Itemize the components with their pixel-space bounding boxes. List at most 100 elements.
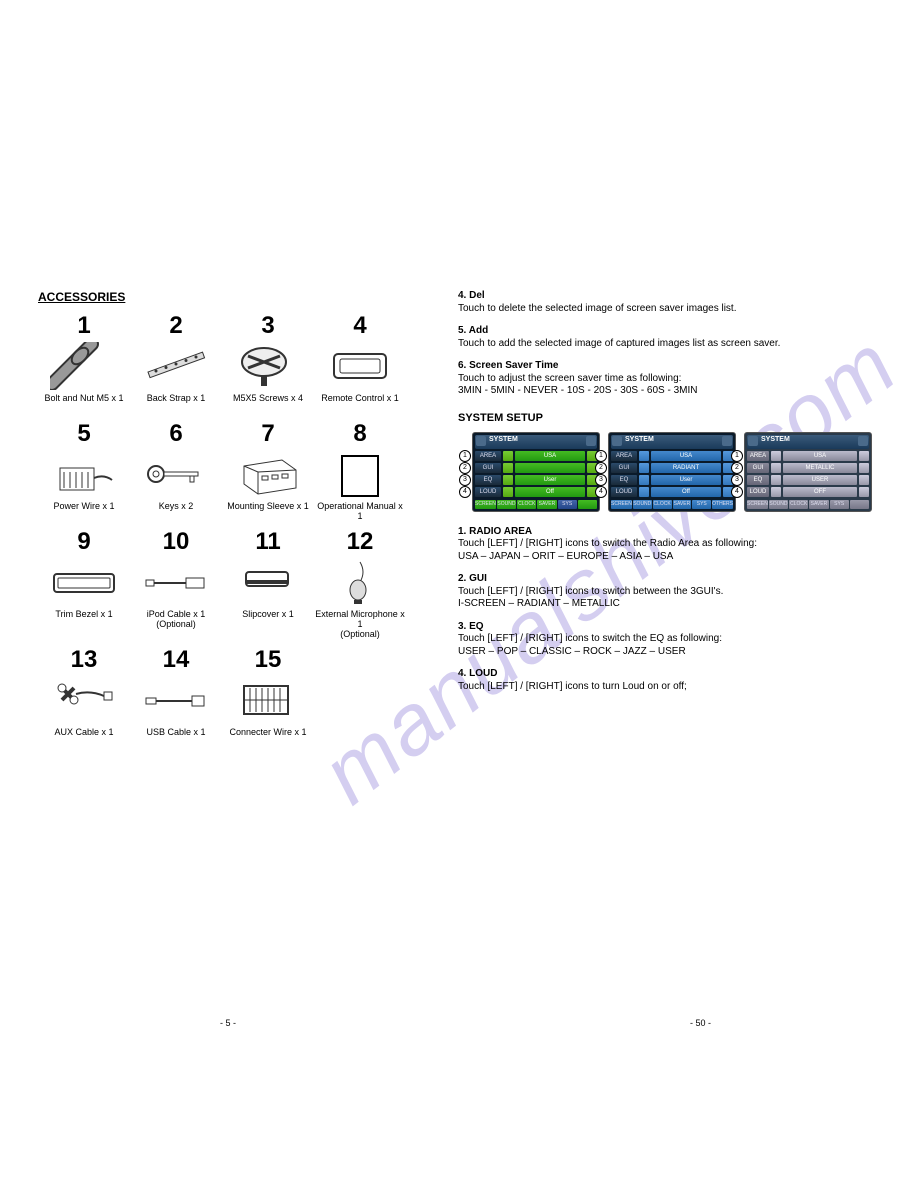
callout-2: 2 — [459, 462, 471, 474]
back-icon[interactable] — [476, 436, 486, 446]
left-arrow-button[interactable] — [639, 463, 649, 473]
accessory-bezel-icon — [48, 558, 120, 606]
left-arrow-button[interactable] — [639, 451, 649, 461]
row-label: AREA — [747, 451, 769, 461]
accessory-label: Back Strap x 1 — [130, 394, 222, 414]
setting-block: 4. DelTouch to delete the selected image… — [458, 290, 878, 315]
setting-title: 5. Add — [458, 325, 488, 336]
footer-tab[interactable]: SOUND — [633, 500, 652, 509]
setting-title: 6. Screen Saver Time — [458, 360, 558, 371]
setting-title: 4. LOUD — [458, 668, 497, 679]
back-icon[interactable] — [612, 436, 622, 446]
footer-tab[interactable]: CLOCK — [789, 500, 808, 509]
footer-tab[interactable]: SAVER — [537, 500, 556, 509]
accessory-item-15: 15 Connecter Wire x 1 — [222, 646, 314, 748]
accessory-key-icon — [140, 450, 212, 498]
left-arrow-button[interactable] — [503, 487, 513, 497]
speaker-icon[interactable] — [858, 436, 868, 446]
footer-tab[interactable]: OTHERS — [712, 500, 733, 509]
screen-row: AREA USA — [747, 451, 869, 462]
accessory-manual-icon — [324, 450, 396, 498]
left-arrow-button[interactable] — [771, 487, 781, 497]
speaker-icon[interactable] — [722, 436, 732, 446]
screen-footer: SCREENSOUNDCLOCKSAVERSYSOTHERS — [611, 500, 733, 509]
accessory-label: Power Wire x 1 — [38, 502, 130, 522]
accessory-item-6: 6 Keys x 2 — [130, 420, 222, 522]
callout-4: 4 — [595, 486, 607, 498]
system-screen-2: SYSTEM AREA USA GUI RADIANT EQ User LOUD… — [608, 432, 736, 512]
accessory-number: 8 — [314, 420, 406, 448]
accessory-number: 12 — [314, 528, 406, 556]
left-arrow-button[interactable] — [503, 451, 513, 461]
footer-tab[interactable]: SOUND — [769, 500, 788, 509]
accessory-item-11: 11 Slipcover x 1 — [222, 528, 314, 640]
accessory-number: 7 — [222, 420, 314, 448]
screen-row: EQ User — [475, 475, 597, 486]
left-arrow-button[interactable] — [771, 463, 781, 473]
footer-tab[interactable]: SCREEN — [747, 500, 768, 509]
accessory-item-14: 14 USB Cable x 1 — [130, 646, 222, 748]
right-arrow-button[interactable] — [859, 475, 869, 485]
row-label: LOUD — [475, 487, 501, 497]
screen-row: LOUD Off — [475, 487, 597, 498]
accessory-label: Slipcover x 1 — [222, 610, 314, 630]
footer-tab[interactable]: CLOCK — [653, 500, 672, 509]
footer-tab[interactable] — [850, 500, 869, 509]
page-number-left: - 5 - — [220, 1018, 236, 1028]
setting-block: 1. RADIO AREATouch [LEFT] / [RIGHT] icon… — [458, 526, 878, 564]
left-arrow-button[interactable] — [503, 463, 513, 473]
accessory-label: AUX Cable x 1 — [38, 728, 130, 748]
back-icon[interactable] — [748, 436, 758, 446]
footer-tab[interactable]: SYS — [558, 500, 577, 509]
footer-tab[interactable]: SCREEN — [475, 500, 496, 509]
left-arrow-button[interactable] — [639, 487, 649, 497]
row-value: Off — [515, 487, 585, 497]
accessory-remote-icon — [324, 342, 396, 390]
accessory-item-7: 7 Mounting Sleeve x 1 — [222, 420, 314, 522]
setting-block: 2. GUITouch [LEFT] / [RIGHT] icons to sw… — [458, 573, 878, 611]
left-arrow-button[interactable] — [771, 475, 781, 485]
left-arrow-button[interactable] — [503, 475, 513, 485]
footer-tab[interactable]: SAVER — [809, 500, 828, 509]
footer-tab[interactable]: CLOCK — [517, 500, 536, 509]
left-arrow-button[interactable] — [639, 475, 649, 485]
accessory-item-13: 13 AUX Cable x 1 — [38, 646, 130, 748]
accessory-number: 5 — [38, 420, 130, 448]
right-arrow-button[interactable] — [859, 463, 869, 473]
accessory-label: Keys x 2 — [130, 502, 222, 522]
row-label: AREA — [475, 451, 501, 461]
accessory-label: Connecter Wire x 1 — [222, 728, 314, 748]
setting-title: 1. RADIO AREA — [458, 526, 532, 537]
footer-tab[interactable]: SYS — [830, 500, 849, 509]
row-value: USA — [783, 451, 857, 461]
row-value: OFF — [783, 487, 857, 497]
row-value: User — [651, 475, 721, 485]
accessory-ipod-icon — [140, 558, 212, 606]
row-value: USA — [515, 451, 585, 461]
right-arrow-button[interactable] — [859, 451, 869, 461]
accessory-label: iPod Cable x 1(Optional) — [130, 610, 222, 630]
accessory-number: 11 — [222, 528, 314, 556]
footer-tab[interactable] — [578, 500, 597, 509]
row-value: METALLIC — [783, 463, 857, 473]
accessory-number: 4 — [314, 312, 406, 340]
accessory-connector-icon — [232, 676, 304, 724]
row-label: LOUD — [747, 487, 769, 497]
setting-title: 3. EQ — [458, 621, 484, 632]
accessory-strap-icon — [140, 342, 212, 390]
accessory-item-9: 9 Trim Bezel x 1 — [38, 528, 130, 640]
footer-tab[interactable]: SYS — [692, 500, 711, 509]
page-number-right: - 50 - — [690, 1018, 711, 1028]
setting-block: 3. EQTouch [LEFT] / [RIGHT] icons to swi… — [458, 621, 878, 659]
accessory-usb-icon — [140, 676, 212, 724]
row-value: USER — [783, 475, 857, 485]
row-label: AREA — [611, 451, 637, 461]
footer-tab[interactable]: SCREEN — [611, 500, 632, 509]
accessory-label: Mounting Sleeve x 1 — [222, 502, 314, 522]
footer-tab[interactable]: SAVER — [673, 500, 692, 509]
speaker-icon[interactable] — [586, 436, 596, 446]
left-arrow-button[interactable] — [771, 451, 781, 461]
row-value: RADIANT — [651, 463, 721, 473]
footer-tab[interactable]: SOUND — [497, 500, 516, 509]
right-arrow-button[interactable] — [859, 487, 869, 497]
